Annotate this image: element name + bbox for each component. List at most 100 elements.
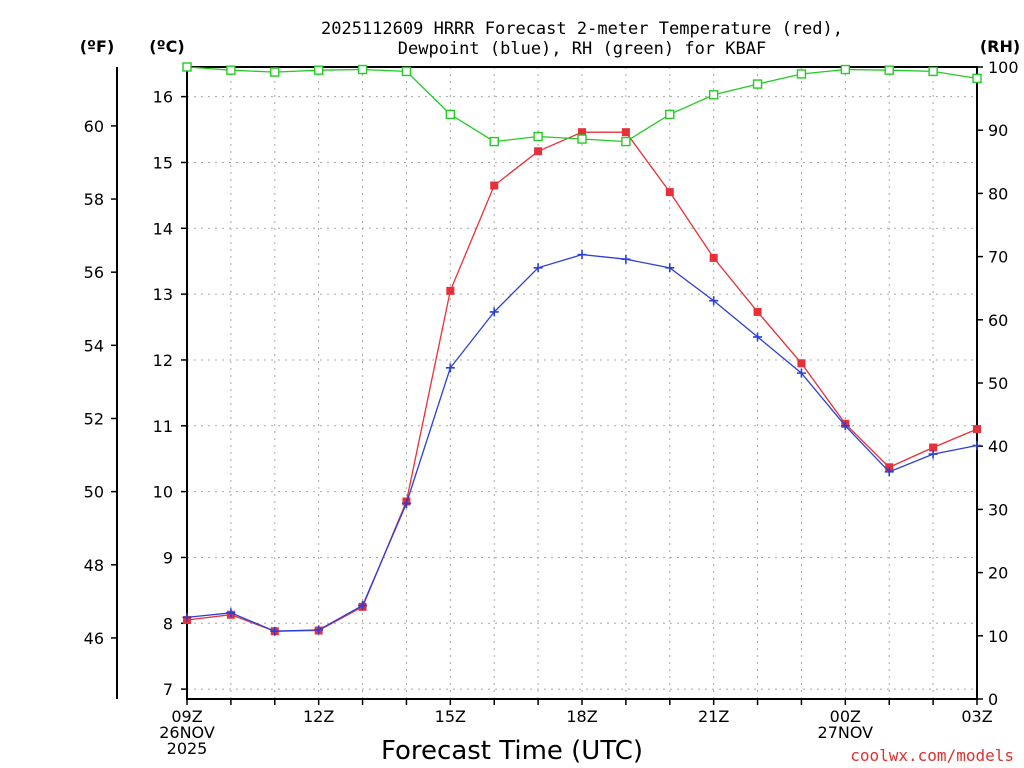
data-point-rh <box>621 136 631 147</box>
x-tick-label: 21Z <box>698 707 729 726</box>
data-point-rh <box>708 90 719 100</box>
series-line-dewpoint <box>186 253 978 632</box>
data-point-rh <box>445 109 456 120</box>
x-tick-label: 00Z <box>830 707 861 726</box>
x-tick-label: 26NOV <box>159 723 215 742</box>
data-point-temperature <box>446 286 455 295</box>
celsius-axis-label: (ºC) <box>149 37 184 56</box>
chart-title-line-2: Dewpoint (blue), RH (green) for KBAF <box>398 39 766 59</box>
grid <box>187 67 977 699</box>
fahrenheit-tick-label: 58 <box>84 190 104 209</box>
data-point-rh <box>928 66 938 77</box>
rh-tick-label: 50 <box>988 374 1008 393</box>
celsius-tick-label: 8 <box>163 614 173 633</box>
data-point-temperature <box>973 425 981 434</box>
data-point-temperature <box>885 463 894 472</box>
celsius-tick-label: 10 <box>153 483 173 502</box>
celsius-tick-label: 9 <box>163 548 173 567</box>
fahrenheit-tick-label: 50 <box>84 483 104 502</box>
data-point-dewpoint <box>489 307 499 317</box>
data-point-dewpoint <box>665 263 675 273</box>
rh-tick-label: 20 <box>988 564 1008 583</box>
data-point-dewpoint <box>972 441 982 451</box>
data-point-rh <box>357 64 368 75</box>
celsius-tick-label: 12 <box>153 351 173 370</box>
data-point-rh <box>796 69 807 79</box>
data-point-rh <box>884 65 894 75</box>
data-point-temperature <box>797 359 806 368</box>
data-point-temperature <box>490 181 499 190</box>
rh-tick-label: 90 <box>988 121 1008 140</box>
rh-axis-label: (RH) <box>980 37 1020 56</box>
data-point-dewpoint <box>753 332 763 342</box>
rh-tick-label: 40 <box>988 437 1008 456</box>
fahrenheit-tick-label: 48 <box>84 556 104 575</box>
data-point-rh <box>489 136 499 147</box>
x-tick-label: 09Z <box>171 707 202 726</box>
celsius-tick-label: 7 <box>163 680 173 699</box>
x-tick-label: 27NOV <box>818 723 874 742</box>
data-point-dewpoint <box>182 612 192 622</box>
series-layer <box>182 62 982 636</box>
data-point-dewpoint <box>533 263 543 273</box>
chart-title-line-1: 2025112609 HRRR Forecast 2-meter Tempera… <box>321 19 843 39</box>
x-tick-label: 18Z <box>566 707 597 726</box>
rh-tick-label: 70 <box>988 248 1008 267</box>
fahrenheit-axis-label: (ºF) <box>80 37 115 56</box>
data-point-temperature <box>534 147 543 156</box>
data-point-rh <box>577 134 587 144</box>
data-point-dewpoint <box>358 601 368 611</box>
x-tick-label: 12Z <box>303 707 334 726</box>
rh-tick-label: 0 <box>988 690 998 709</box>
rh-tick-label: 30 <box>988 500 1008 519</box>
data-point-dewpoint <box>401 498 411 508</box>
celsius-tick-label: 11 <box>153 417 173 436</box>
celsius-tick-label: 15 <box>153 153 173 172</box>
x-tick-label: 03Z <box>961 707 992 726</box>
rh-tick-label: 100 <box>988 58 1019 77</box>
data-point-rh <box>270 67 280 77</box>
fahrenheit-tick-label: 52 <box>84 409 104 428</box>
data-point-rh <box>840 64 851 75</box>
data-point-temperature <box>665 188 674 197</box>
data-point-rh <box>752 79 763 89</box>
rh-tick-label: 60 <box>988 311 1008 330</box>
data-point-rh <box>226 65 236 75</box>
data-point-dewpoint <box>270 626 280 636</box>
data-point-dewpoint <box>709 296 719 306</box>
celsius-tick-label: 13 <box>153 285 173 304</box>
x-axis-label: Forecast Time (UTC) <box>381 736 643 766</box>
data-point-temperature <box>621 128 630 137</box>
data-point-rh <box>665 109 675 120</box>
x-tick-label: 15Z <box>435 707 466 726</box>
data-point-rh <box>972 73 982 84</box>
watermark: coolwx.com/models <box>850 746 1014 765</box>
data-point-dewpoint <box>314 625 324 635</box>
fahrenheit-tick-label: 56 <box>84 263 104 282</box>
x-tick-label: 2025 <box>167 739 208 758</box>
data-point-dewpoint <box>840 421 850 431</box>
data-point-rh <box>313 65 324 75</box>
data-point-temperature <box>929 443 938 452</box>
data-point-dewpoint <box>445 363 455 373</box>
data-point-rh <box>401 66 412 77</box>
data-point-temperature <box>578 128 586 137</box>
celsius-tick-label: 14 <box>153 219 173 238</box>
fahrenheit-tick-label: 54 <box>84 336 104 355</box>
celsius-tick-label: 16 <box>153 88 173 107</box>
data-point-temperature <box>753 307 762 316</box>
fahrenheit-tick-label: 46 <box>84 629 104 648</box>
data-point-dewpoint <box>928 449 938 459</box>
rh-tick-label: 10 <box>988 627 1008 646</box>
fahrenheit-tick-label: 60 <box>84 117 104 136</box>
data-point-dewpoint <box>796 368 806 378</box>
data-point-dewpoint <box>884 467 894 477</box>
axes: 7 8 9 10 11 12 13 14 15 16 46 48 50 52 54 56 58 60 0 10 20 30… <box>84 58 1019 758</box>
data-point-dewpoint <box>226 608 236 618</box>
data-point-temperature <box>709 253 718 262</box>
data-point-rh <box>533 131 543 142</box>
data-point-dewpoint <box>621 254 631 264</box>
data-point-dewpoint <box>577 250 587 260</box>
rh-tick-label: 80 <box>988 184 1008 203</box>
